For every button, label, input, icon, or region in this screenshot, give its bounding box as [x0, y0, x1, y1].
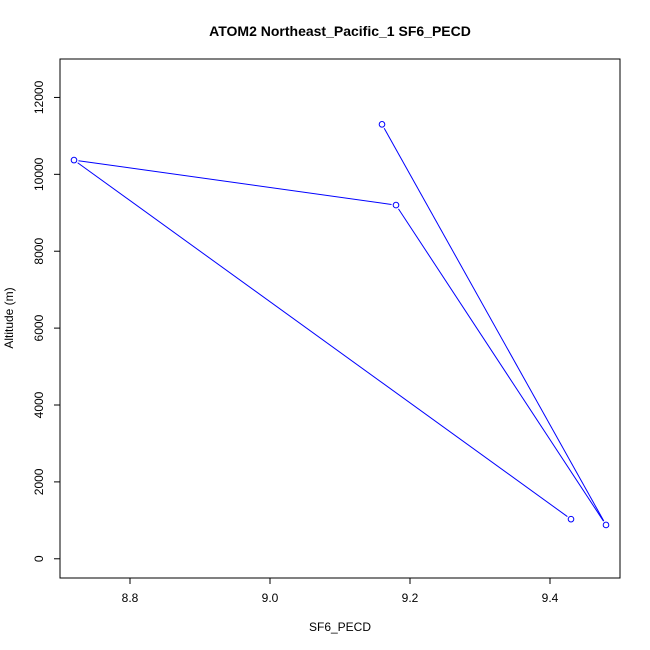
y-tick-label: 4000	[32, 391, 46, 418]
x-tick-label: 9.4	[542, 591, 559, 605]
y-axis-label: Altitude (m)	[2, 287, 16, 348]
y-tick-label: 8000	[32, 238, 46, 265]
series-line-segment	[78, 160, 392, 205]
x-axis-label: SF6_PECD	[309, 620, 371, 634]
x-axis: 8.8 9.0 9.2 9.4	[122, 577, 559, 605]
series-line-segment	[383, 128, 605, 522]
y-tick-label: 12000	[32, 80, 46, 114]
x-tick-label: 8.8	[122, 591, 139, 605]
series-layer	[70, 121, 610, 529]
x-tick-label: 9.2	[402, 591, 419, 605]
series-line-segment	[77, 162, 568, 517]
y-tick-label: 2000	[32, 468, 46, 495]
y-tick-label: 0	[32, 555, 46, 562]
x-tick-label: 9.0	[262, 591, 279, 605]
data-point	[602, 521, 610, 529]
y-tick-label: 6000	[32, 314, 46, 341]
data-point	[378, 121, 386, 128]
data-point	[70, 156, 78, 164]
data-point	[392, 201, 400, 209]
y-tick-label: 10000	[32, 157, 46, 191]
chart-title: ATOM2 Northeast_Pacific_1 SF6_PECD	[209, 23, 471, 39]
y-axis: 0 2000 4000 6000 8000 10000 12000	[32, 80, 61, 562]
series-line-segment	[398, 208, 604, 522]
data-point	[567, 515, 575, 523]
